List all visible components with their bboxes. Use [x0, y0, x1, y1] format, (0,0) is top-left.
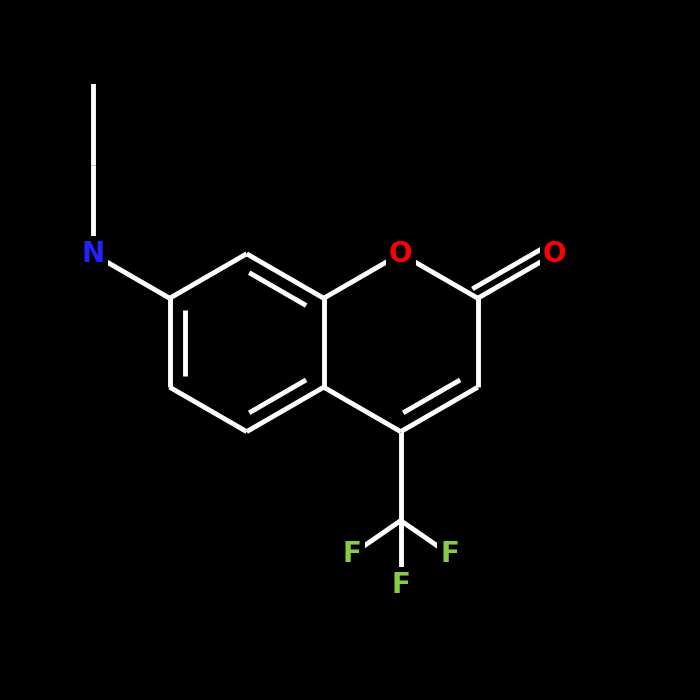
Text: F: F [440, 540, 459, 568]
Text: F: F [342, 540, 361, 568]
Text: F: F [391, 570, 410, 598]
Text: O: O [389, 240, 412, 268]
Text: N: N [81, 240, 104, 268]
Text: O: O [543, 240, 566, 268]
